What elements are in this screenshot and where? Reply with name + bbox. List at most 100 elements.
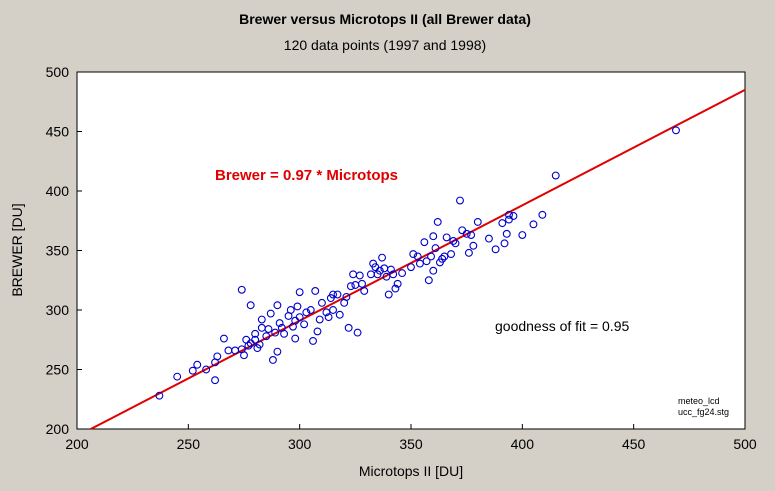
data-point (498, 219, 507, 228)
x-tick-label: 400 (511, 436, 535, 452)
data-point (407, 263, 415, 272)
data-point (398, 269, 407, 278)
data-point (384, 290, 393, 299)
data-point (413, 252, 422, 261)
data-point (246, 301, 255, 310)
data-point (306, 306, 315, 314)
data-point (429, 232, 438, 241)
data-point (451, 239, 460, 248)
x-tick-label: 250 (177, 436, 201, 452)
data-point (155, 391, 164, 400)
data-point (295, 313, 304, 322)
data-point (473, 217, 482, 226)
data-point (440, 252, 449, 261)
data-point (420, 238, 429, 247)
data-point (353, 328, 362, 337)
data-point (266, 309, 275, 318)
data-point (346, 282, 355, 291)
data-point (447, 250, 456, 259)
data-point (291, 334, 300, 343)
data-point (529, 220, 538, 229)
data-point (456, 196, 464, 205)
data-point (329, 290, 338, 299)
y-tick-label: 450 (46, 124, 70, 140)
data-point (431, 244, 440, 253)
data-point (273, 347, 282, 356)
data-point (313, 327, 322, 336)
x-axis: 200 250 300 350 400 450 500 (65, 424, 757, 452)
data-point (467, 231, 476, 239)
data-point (311, 287, 320, 295)
data-point (193, 360, 202, 369)
data-point (295, 288, 304, 297)
data-point (275, 319, 284, 328)
data-point (300, 320, 309, 329)
data-point (188, 366, 197, 375)
data-point (389, 270, 398, 279)
y-tick-label: 400 (46, 183, 70, 199)
y-tick-label: 350 (46, 243, 70, 259)
x-tick-label: 200 (65, 436, 89, 452)
data-point (387, 265, 395, 274)
data-point (293, 302, 302, 311)
data-point (251, 329, 260, 338)
goodness-of-fit-label: goodness of fit = 0.95 (495, 318, 629, 334)
data-points (155, 126, 680, 400)
data-point (329, 306, 338, 314)
data-point (429, 266, 438, 275)
data-point (264, 325, 273, 333)
y-tick-label: 300 (46, 302, 70, 318)
corner-note-1: meteo_lcd (678, 396, 720, 406)
data-point (344, 323, 353, 332)
data-point (462, 229, 471, 238)
data-point (551, 171, 560, 180)
data-point (491, 245, 500, 254)
data-point (173, 372, 182, 381)
data-point (333, 290, 342, 299)
data-point (268, 356, 277, 364)
data-point (251, 335, 260, 344)
data-point (382, 272, 391, 281)
x-tick-label: 350 (399, 436, 423, 452)
chart-title: Brewer versus Microtops II (all Brewer d… (239, 11, 531, 27)
data-point (464, 248, 473, 257)
data-point (502, 229, 511, 238)
data-point (240, 351, 248, 360)
x-axis-label: Microtops II [DU] (359, 463, 463, 479)
data-point (262, 332, 271, 341)
y-tick-label: 200 (46, 421, 70, 437)
data-point (202, 365, 211, 374)
data-point (255, 340, 264, 349)
y-axis-label: BREWER [DU] (9, 203, 25, 296)
equation-label: Brewer = 0.97 * Microtops (215, 167, 398, 184)
data-point (213, 352, 222, 361)
data-point (360, 287, 369, 295)
data-point (391, 284, 400, 293)
data-point (378, 253, 387, 262)
data-point (302, 308, 311, 317)
data-point (415, 259, 424, 268)
data-point (538, 210, 547, 219)
data-point (509, 212, 518, 220)
data-point (237, 285, 246, 294)
data-point (449, 237, 458, 245)
data-point (286, 306, 295, 314)
data-point (315, 315, 324, 324)
data-point (342, 292, 351, 301)
x-tick-label: 500 (733, 436, 757, 452)
data-point (409, 250, 418, 259)
data-point (393, 279, 402, 288)
data-point (500, 239, 509, 248)
data-point (433, 217, 442, 226)
y-axis: 200 250 300 350 400 450 500 (46, 64, 82, 437)
data-point (324, 313, 333, 322)
data-point (335, 310, 344, 319)
x-tick-label: 450 (622, 436, 646, 452)
plot-area (76, 71, 746, 430)
data-point (518, 231, 527, 239)
data-point (317, 298, 326, 307)
data-point (424, 276, 433, 285)
y-tick-label: 500 (46, 64, 70, 80)
data-point (375, 266, 384, 275)
